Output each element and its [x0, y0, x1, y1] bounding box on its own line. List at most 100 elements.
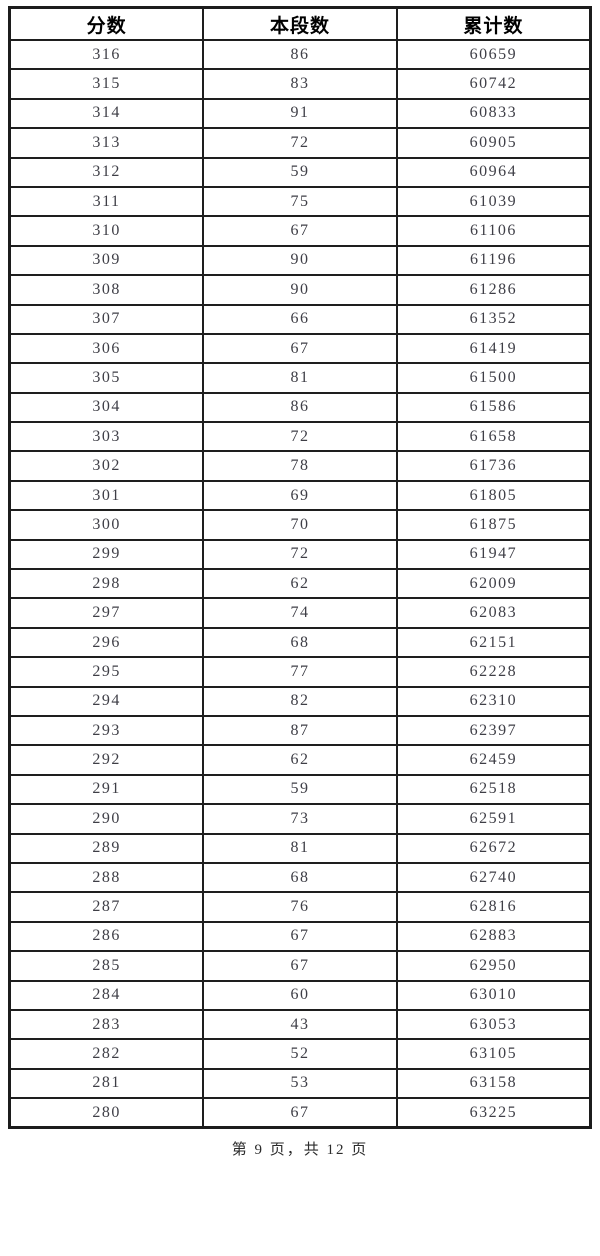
segment-count-cell: 81: [202, 832, 398, 864]
table-row: 292 62 62459: [8, 744, 592, 776]
segment-count-cell: 59: [202, 773, 398, 806]
table-row: 290 73 62591: [8, 803, 592, 835]
score-cell: 308: [8, 274, 205, 306]
table-row: 291 59 62518: [8, 773, 592, 806]
table-body: 316 86 60659 315 83 60742 314 91 60833: [8, 38, 592, 1129]
table-row: 306 67 61419: [8, 332, 592, 365]
segment-count-cell: 67: [202, 215, 398, 247]
segment-count-cell: 67: [202, 332, 398, 365]
table-row: 289 81 62672: [8, 832, 592, 864]
score-cell: 310: [8, 215, 205, 247]
score-cell: 298: [8, 568, 205, 600]
score-cell: 290: [8, 803, 205, 835]
score-cell: 283: [8, 1008, 205, 1041]
score-cell: 297: [8, 597, 205, 629]
cumulative-count-cell: 62151: [395, 626, 592, 659]
cumulative-count-cell: 61805: [395, 479, 592, 512]
segment-count-cell: 69: [202, 479, 398, 512]
segment-count-cell: 90: [202, 274, 398, 306]
table-row: 280 67 63225: [8, 1097, 592, 1129]
segment-count-cell: 67: [202, 1097, 398, 1129]
segment-count-cell: 62: [202, 568, 398, 600]
cumulative-count-cell: 61419: [395, 332, 592, 365]
score-cell: 315: [8, 68, 205, 100]
segment-count-cell: 77: [202, 656, 398, 688]
cumulative-count-cell: 61106: [395, 215, 592, 247]
table-row: 303 72 61658: [8, 421, 592, 453]
score-cell: 285: [8, 950, 205, 982]
table-row: 307 66 61352: [8, 303, 592, 335]
segment-count-cell: 43: [202, 1008, 398, 1041]
table-row: 301 69 61805: [8, 479, 592, 512]
table-row: 281 53 63158: [8, 1067, 592, 1100]
score-cell: 291: [8, 773, 205, 806]
cumulative-count-cell: 61352: [395, 303, 592, 335]
table-row: 294 82 62310: [8, 685, 592, 717]
score-cell: 305: [8, 362, 205, 394]
cumulative-count-cell: 61286: [395, 274, 592, 306]
cumulative-count-cell: 60964: [395, 156, 592, 188]
page-indicator: 第 9 页，共 12 页: [231, 1142, 369, 1159]
segment-count-cell: 53: [202, 1067, 398, 1100]
cumulative-count-cell: 60833: [395, 97, 592, 130]
table-header: 分数 本段数 累计数: [8, 6, 592, 41]
segment-count-cell: 59: [202, 156, 398, 188]
score-cell: 316: [8, 38, 205, 71]
table-row: 283 43 63053: [8, 1008, 592, 1041]
cumulative-count-cell: 61875: [395, 509, 592, 541]
cumulative-count-cell: 63225: [395, 1097, 592, 1129]
score-cell: 288: [8, 861, 205, 894]
table-row: 288 68 62740: [8, 861, 592, 894]
score-cell: 281: [8, 1067, 205, 1100]
cumulative-count-cell: 63010: [395, 979, 592, 1011]
cumulative-count-cell: 62740: [395, 861, 592, 894]
score-cell: 303: [8, 421, 205, 453]
cumulative-count-cell: 61947: [395, 538, 592, 571]
score-cell: 296: [8, 626, 205, 659]
table-row: 311 75 61039: [8, 185, 592, 218]
column-header-score: 分数: [8, 6, 205, 41]
cumulative-count-cell: 63158: [395, 1067, 592, 1100]
score-cell: 302: [8, 450, 205, 482]
table-row: 313 72 60905: [8, 127, 592, 159]
table-row: 305 81 61500: [8, 362, 592, 394]
column-header-segment-count: 本段数: [202, 6, 398, 41]
segment-count-cell: 74: [202, 597, 398, 629]
segment-count-cell: 73: [202, 803, 398, 835]
cumulative-count-cell: 62009: [395, 568, 592, 600]
segment-count-cell: 83: [202, 68, 398, 100]
cumulative-count-cell: 63105: [395, 1038, 592, 1070]
cumulative-count-cell: 62950: [395, 950, 592, 982]
table-row: 299 72 61947: [8, 538, 592, 571]
segment-count-cell: 87: [202, 714, 398, 747]
cumulative-count-cell: 62672: [395, 832, 592, 864]
table-row: 304 86 61586: [8, 391, 592, 424]
table-row: 285 67 62950: [8, 950, 592, 982]
cumulative-count-cell: 62591: [395, 803, 592, 835]
segment-count-cell: 72: [202, 127, 398, 159]
table-row: 296 68 62151: [8, 626, 592, 659]
segment-count-cell: 91: [202, 97, 398, 130]
column-header-cumulative-count: 累计数: [395, 6, 592, 41]
segment-count-cell: 68: [202, 626, 398, 659]
cumulative-count-cell: 62083: [395, 597, 592, 629]
segment-count-cell: 82: [202, 685, 398, 717]
cumulative-count-cell: 61586: [395, 391, 592, 424]
cumulative-count-cell: 61736: [395, 450, 592, 482]
table-row: 309 90 61196: [8, 244, 592, 277]
table-row: 295 77 62228: [8, 656, 592, 688]
score-cell: 287: [8, 891, 205, 923]
segment-count-cell: 52: [202, 1038, 398, 1070]
score-cell: 313: [8, 127, 205, 159]
cumulative-count-cell: 62883: [395, 920, 592, 953]
score-cell: 286: [8, 920, 205, 953]
cumulative-count-cell: 62310: [395, 685, 592, 717]
table-row: 308 90 61286: [8, 274, 592, 306]
cumulative-count-cell: 61658: [395, 421, 592, 453]
cumulative-count-cell: 60742: [395, 68, 592, 100]
segment-count-cell: 86: [202, 38, 398, 71]
score-cell: 280: [8, 1097, 205, 1129]
table-row: 282 52 63105: [8, 1038, 592, 1070]
table-row: 286 67 62883: [8, 920, 592, 953]
segment-count-cell: 90: [202, 244, 398, 277]
